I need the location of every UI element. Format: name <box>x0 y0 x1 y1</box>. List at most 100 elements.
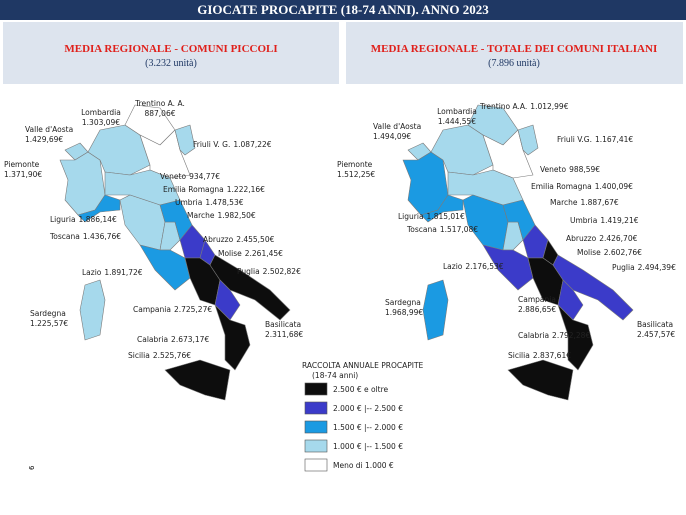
panel-header <box>346 22 683 84</box>
region-label: Marche 1.982,50€ <box>187 211 256 220</box>
region-name: Emilia Romagna <box>163 185 224 194</box>
region-name: Trentino A.A. <box>479 102 527 111</box>
region-value: 2.494,39€ <box>638 263 676 272</box>
map <box>402 104 634 401</box>
region-value: 2.311,68€ <box>265 330 303 339</box>
region-name: Marche <box>550 198 578 207</box>
map-title: MEDIA REGIONALE - COMUNI PICCOLI <box>64 43 277 55</box>
region-label: Friuli V.G. 1.167,41€ <box>557 135 633 144</box>
region-label: Puglia 2.494,39€ <box>612 263 676 272</box>
legend-swatch <box>304 420 328 434</box>
region <box>214 279 241 321</box>
region-value: 1.419,21€ <box>600 216 638 225</box>
region <box>420 194 464 223</box>
region-label: Campania 2.886,65€ <box>518 295 556 314</box>
region-label: Lazio 2.176,53€ <box>443 262 504 271</box>
legend-title: RACCOLTA ANNUALE PROCAPITE <box>302 361 424 370</box>
region-name: Campania <box>133 305 171 314</box>
region-label: Veneto 934,77€ <box>160 172 220 181</box>
region-label: Valle d'Aosta 1.494,09€ <box>373 122 421 141</box>
legend-label: 2.000 € |-- 2.500 € <box>333 404 403 413</box>
region-name: Friuli V.G. <box>557 135 592 144</box>
region-value: 2.886,65€ <box>518 305 556 314</box>
region-name: Basilicata <box>637 320 673 329</box>
region-label: Molise 2.261,45€ <box>218 249 283 258</box>
legend-label: Meno di 1.000 € <box>333 461 394 470</box>
region-name: Abruzzo <box>203 235 234 244</box>
region-value: 1.371,90€ <box>4 170 42 179</box>
region-value: 1.012,99€ <box>530 102 568 111</box>
region-label: Liguria 1.815,01€ <box>398 212 465 221</box>
legend-label: 1.500 € |-- 2.000 € <box>333 423 403 432</box>
region-value: 1.167,41€ <box>595 135 633 144</box>
region-name: Lazio <box>443 262 463 271</box>
region-label: Friuli V. G. 1.087,22€ <box>193 140 272 149</box>
region-value: 2.426,70€ <box>599 234 637 243</box>
region <box>139 129 191 179</box>
region-name: Valle d'Aosta <box>373 122 421 131</box>
region-name: Toscana <box>49 232 80 241</box>
region-label: Basilicata 2.457,57€ <box>637 320 675 339</box>
region-label: Sicilia 2.525,76€ <box>128 351 191 360</box>
region-label: Puglia 2.502,82€ <box>237 267 301 276</box>
region-name: Friuli V. G. <box>193 140 230 149</box>
legend-swatch <box>304 401 328 415</box>
region-name: Trentino A. A. <box>134 99 185 108</box>
region <box>214 304 251 371</box>
region-value: 1.982,50€ <box>217 211 255 220</box>
region-name: Veneto <box>540 165 566 174</box>
region-label: Piemonte 1.371,90€ <box>4 160 42 179</box>
map <box>59 104 291 401</box>
region-value: 2.457,57€ <box>637 330 675 339</box>
region-label: Abruzzo 2.455,50€ <box>203 235 275 244</box>
region <box>139 244 191 291</box>
region-name: Lazio <box>82 268 102 277</box>
region-name: Sardegna <box>385 298 421 307</box>
region-name: Piemonte <box>337 160 373 169</box>
region-value: 1.815,01€ <box>427 212 465 221</box>
region-label: Emilia Romagna 1.222,16€ <box>163 185 265 194</box>
region-value: 1.512,25€ <box>337 170 375 179</box>
region-value: 1.478,53€ <box>205 198 243 207</box>
region-label: Veneto 988,59€ <box>540 165 600 174</box>
region <box>79 279 106 341</box>
region-label: Lombardia 1.444,55€ <box>437 107 477 126</box>
region-value: 1.429,69€ <box>25 135 63 144</box>
region <box>77 194 121 223</box>
region-value: 887,06€ <box>144 109 175 118</box>
region-name: Toscana <box>406 225 437 234</box>
header-bar <box>0 0 686 20</box>
region-name: Veneto <box>160 172 186 181</box>
map-subtitle: (3.232 unità) <box>145 58 197 69</box>
region-name: Puglia <box>612 263 635 272</box>
region-value: 2.602,76€ <box>604 248 642 257</box>
region-value: 1.887,67€ <box>580 198 618 207</box>
region <box>557 279 584 321</box>
region <box>164 359 231 401</box>
maps <box>59 104 634 401</box>
region-label: Piemonte 1.512,25€ <box>337 160 375 179</box>
region-name: Umbria <box>570 216 597 225</box>
region-label: Trentino A.A. 1.012,99€ <box>479 102 569 111</box>
region-label: Molise 2.602,76€ <box>577 248 642 257</box>
region-name: Sicilia <box>128 351 150 360</box>
region-label: Valle d'Aosta 1.429,69€ <box>25 125 73 144</box>
region-name: Piemonte <box>4 160 40 169</box>
region-value: 1.087,22€ <box>233 140 271 149</box>
legend-swatch <box>304 458 328 472</box>
region-value: 1.444,55€ <box>438 117 476 126</box>
region-label: Liguria 1.886,14€ <box>50 215 117 224</box>
legend-subtitle: (18-74 anni) <box>312 371 358 380</box>
region-value: 2.837,61€ <box>533 351 571 360</box>
region-value: 2.176,53€ <box>465 262 503 271</box>
region-value: 934,77€ <box>189 172 220 181</box>
region-value: 1.436,76€ <box>83 232 121 241</box>
region-name: Molise <box>577 248 601 257</box>
region-value: 1.891,72€ <box>104 268 142 277</box>
region-label: Calabria 2.792,28€ <box>518 331 590 340</box>
region-label: Campania 2.725,27€ <box>133 305 212 314</box>
map-subtitle: (7.896 unità) <box>488 58 540 69</box>
region-value: 1.303,09€ <box>82 118 120 127</box>
region-name: Umbria <box>175 198 202 207</box>
